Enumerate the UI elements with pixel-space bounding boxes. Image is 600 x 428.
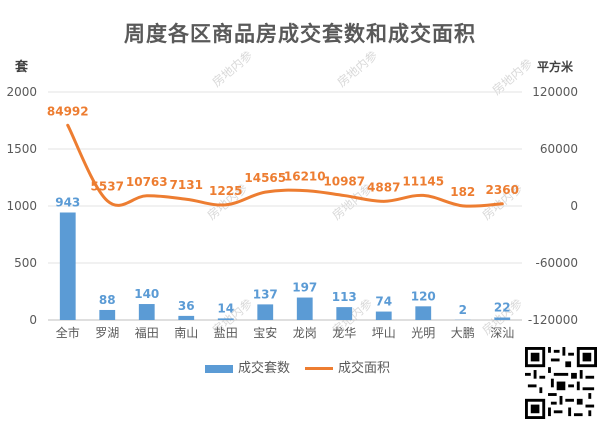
bar-value-label: 14 [217, 301, 234, 315]
y-left-tick-label: 2000 [6, 85, 37, 99]
bar-坪山 [375, 311, 392, 320]
line-value-label: 14565 [244, 171, 286, 185]
legend-label-line: 成交面积 [338, 361, 391, 376]
bar-深汕 [494, 317, 511, 320]
bar-value-label: 2 [459, 303, 467, 317]
x-tick-label: 福田 [135, 325, 159, 340]
line-value-label: 11145 [402, 174, 444, 188]
chart-title: 周度各区商品房成交套数和成交面积 [124, 22, 476, 46]
line-value-label: 5537 [91, 180, 124, 194]
watermark-text: 房地内参 [334, 47, 380, 89]
line-value-label: 2360 [486, 183, 519, 197]
x-tick-label: 南山 [174, 325, 198, 340]
bar-全市 [59, 212, 76, 320]
bar-宝安 [257, 304, 274, 320]
line-value-label: 1225 [209, 184, 242, 198]
line-value-label: 10987 [323, 175, 365, 189]
bar-value-label: 197 [292, 281, 317, 295]
line-value-label: 16210 [284, 170, 326, 184]
legend-swatch-bar [205, 364, 233, 373]
watermark-text: 房地内参 [209, 47, 255, 89]
bar-value-label: 22 [494, 300, 511, 314]
left-axis-unit: 套 [15, 60, 29, 75]
x-tick-label: 光明 [411, 326, 435, 340]
bar-value-label: 140 [134, 287, 159, 301]
line-value-label: 182 [450, 185, 475, 199]
bar-光明 [415, 306, 432, 320]
line-value-label: 7131 [170, 178, 203, 192]
legend-swatch-line [305, 367, 333, 370]
bar-value-label: 113 [332, 290, 357, 304]
legend-item-line: 成交面积 [305, 357, 390, 376]
y-right-tick-label: 60000 [540, 142, 578, 156]
bar-value-label: 36 [178, 299, 195, 313]
bar-value-label: 137 [253, 287, 278, 301]
legend: 成交套数 成交面积 [0, 357, 600, 377]
x-tick-label: 盐田 [214, 326, 238, 340]
bar-盐田 [217, 318, 234, 320]
y-right-tick-label: 0 [570, 199, 578, 213]
x-tick-label: 大鹏 [451, 326, 475, 340]
x-tick-label: 龙岗 [293, 326, 317, 340]
qr-code-icon [525, 347, 597, 419]
x-tick-label: 全市 [56, 325, 80, 340]
y-right-tick-label: -60000 [535, 256, 578, 270]
x-tick-label: 龙华 [332, 326, 356, 340]
line-series-area [66, 123, 504, 208]
y-left-tick-label: 0 [29, 313, 37, 327]
bar-value-label: 74 [375, 295, 392, 309]
legend-label-bar: 成交套数 [238, 361, 291, 376]
right-axis-unit: 平方米 [537, 60, 574, 74]
bar-龙华 [336, 307, 353, 320]
y-left-tick-label: 1500 [6, 142, 37, 156]
bar-value-label: 88 [99, 293, 116, 307]
line-value-label: 10763 [126, 175, 168, 189]
line-value-label: 4887 [367, 180, 400, 194]
bar-南山 [178, 315, 195, 320]
y-left-tick-label: 500 [14, 256, 37, 270]
legend-item-bar: 成交套数 [205, 357, 290, 376]
x-tick-label: 罗湖 [95, 325, 119, 340]
x-tick-label: 坪山 [372, 326, 396, 340]
x-tick-label: 宝安 [253, 325, 277, 340]
x-tick-label: 深汕 [490, 326, 514, 340]
bar-罗湖 [99, 309, 116, 320]
bar-value-label: 120 [411, 289, 436, 303]
watermark-text: 房地内参 [489, 55, 535, 97]
bar-龙岗 [296, 297, 313, 320]
y-right-tick-label: 120000 [532, 85, 578, 99]
line-value-label: 84992 [47, 104, 89, 118]
y-right-tick-label: -120000 [528, 313, 578, 327]
bar-福田 [138, 304, 155, 320]
bar-value-label: 943 [55, 195, 80, 209]
y-left-tick-label: 1000 [6, 199, 37, 213]
